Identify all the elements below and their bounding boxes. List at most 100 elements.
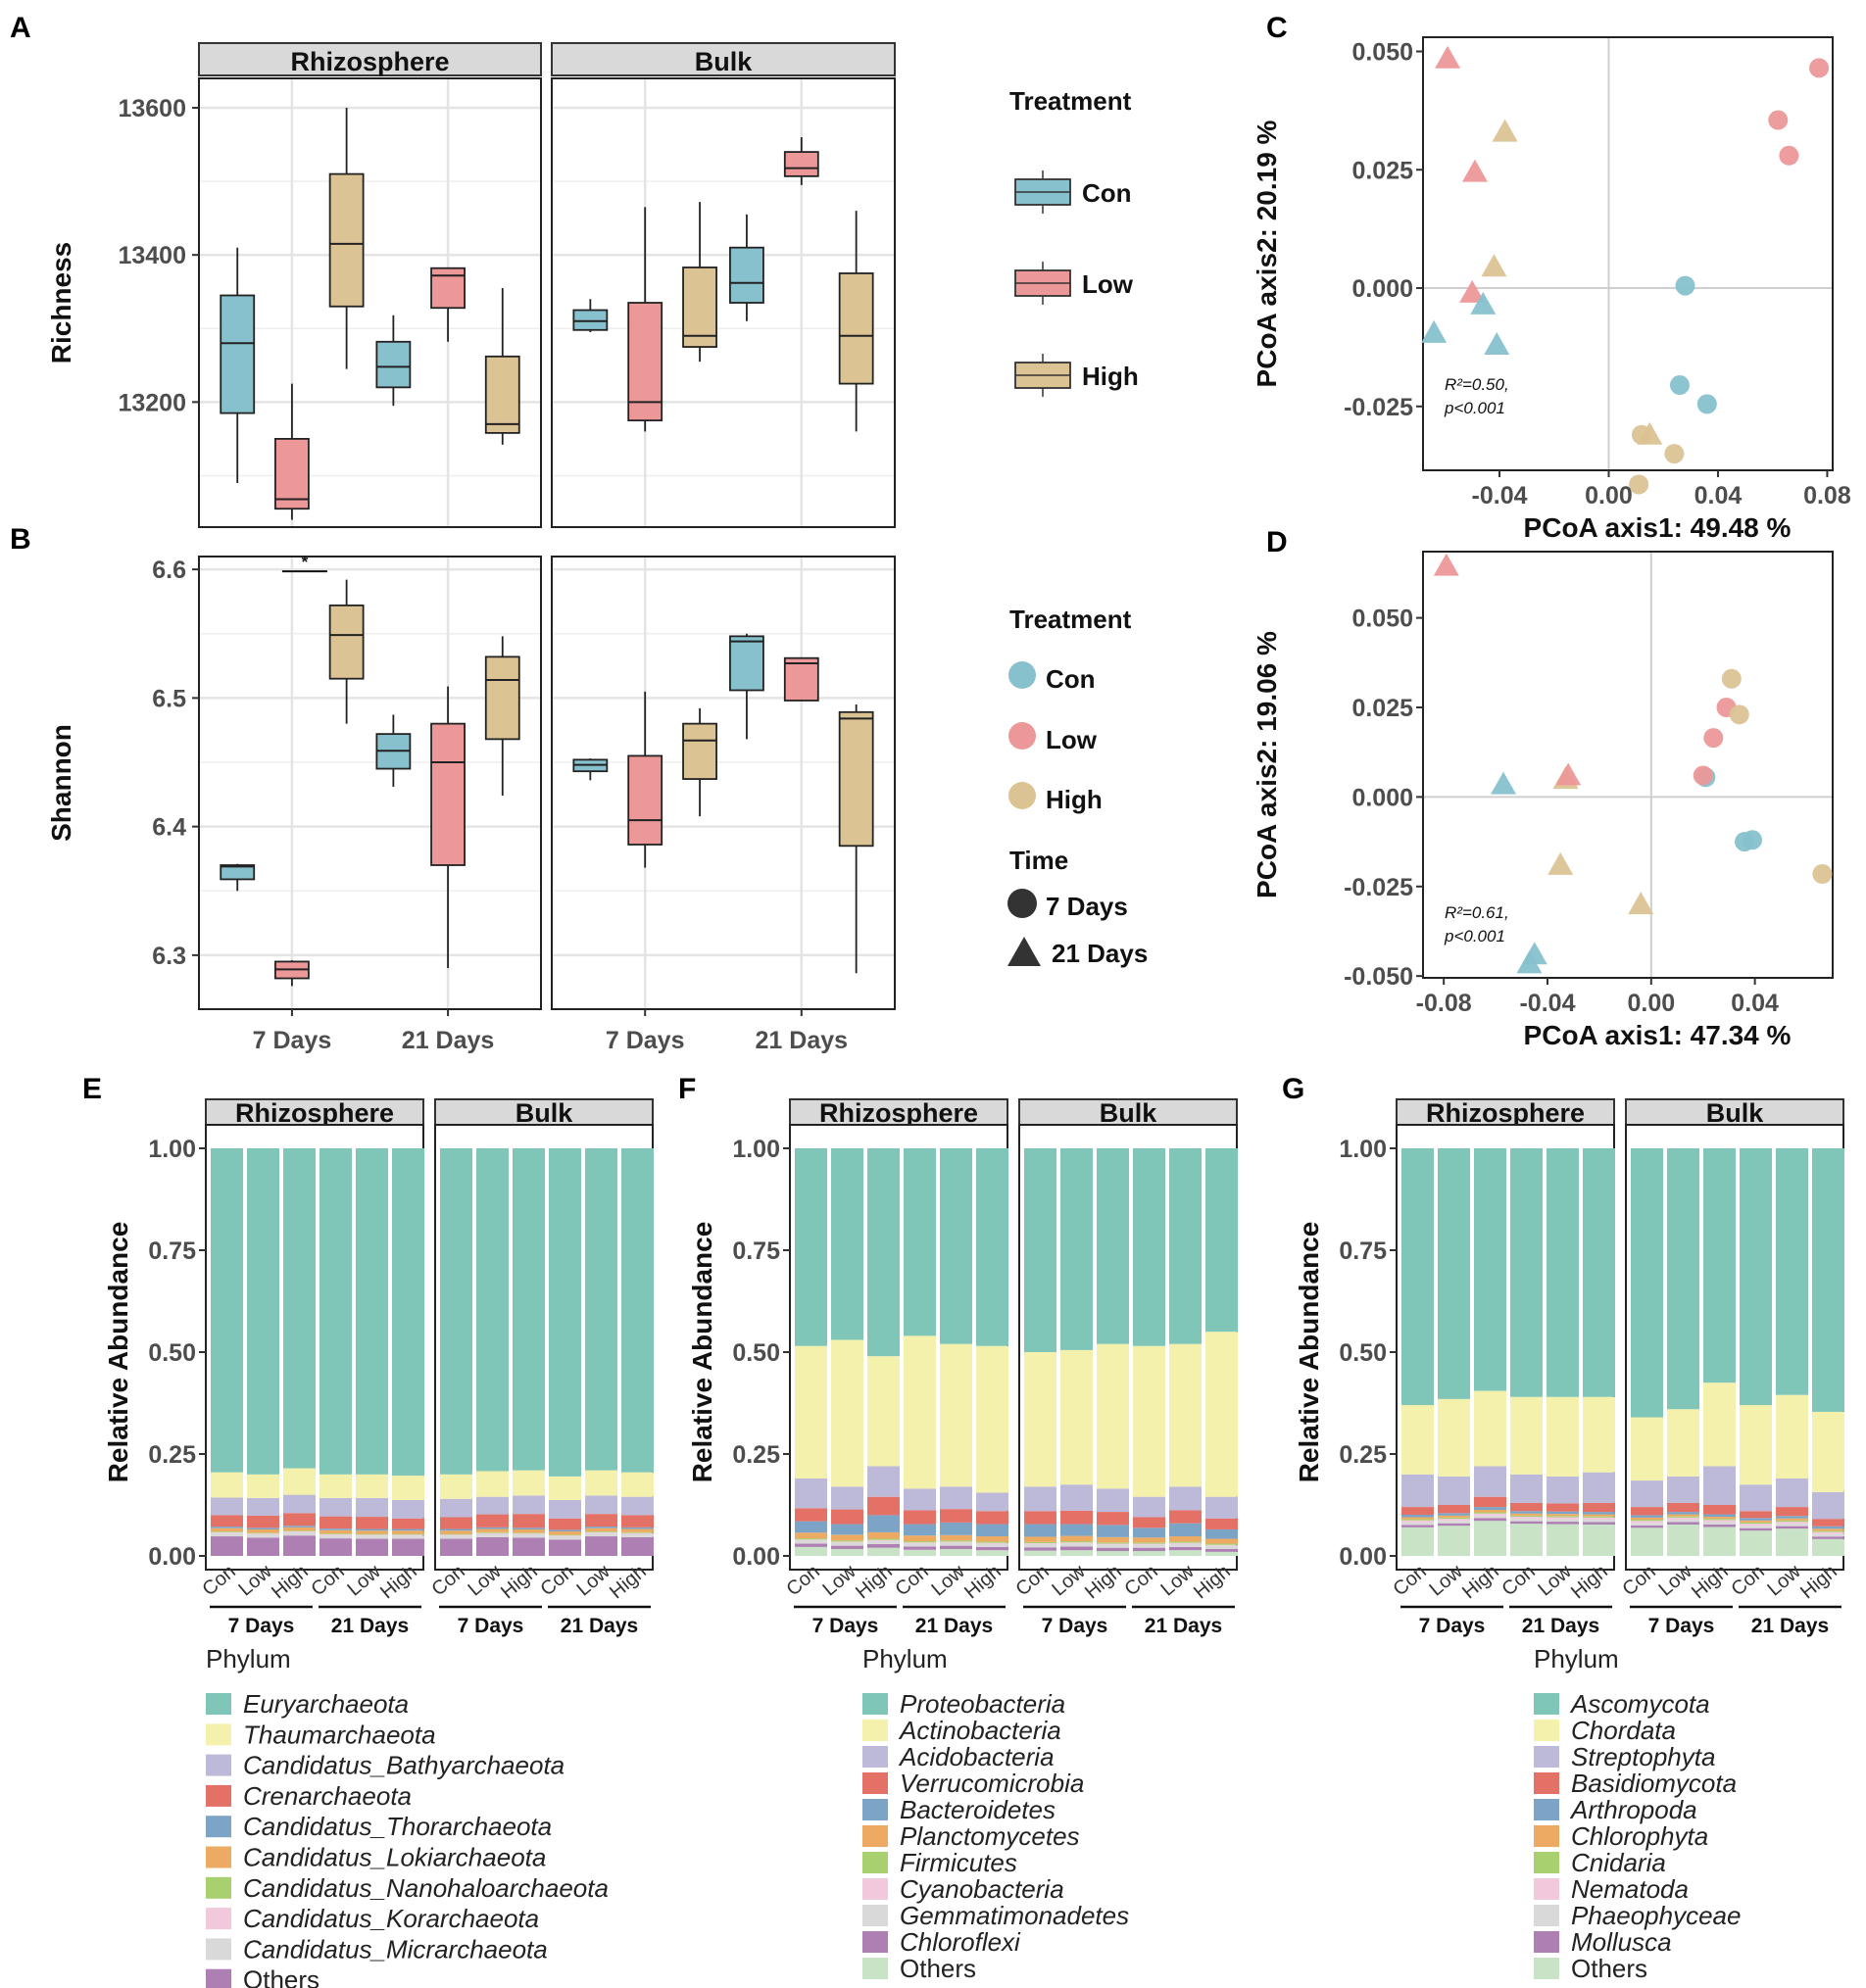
legend-swatch — [862, 1693, 888, 1715]
point-con-7-days — [1675, 275, 1695, 296]
bar-segment-ascomycota — [1474, 1148, 1506, 1391]
bar-segment-candidatus_micrarchaeota — [549, 1536, 581, 1540]
group-label: 21 Days — [331, 1615, 409, 1637]
box-iqr — [838, 710, 874, 848]
bar-segment-euryarchaeota — [440, 1148, 472, 1475]
box-con — [572, 299, 609, 333]
bar-segment-verrucomicrobia — [795, 1508, 827, 1522]
stacked-bar — [1401, 1148, 1434, 1556]
legend-swatch — [862, 1825, 888, 1847]
bar-segment-chordata — [1438, 1398, 1470, 1477]
bar-segment-phaeophyceae — [1740, 1526, 1772, 1528]
bar-segment-candidatus_lokiarchaeota — [319, 1529, 352, 1534]
bar-segment-basidiomycota — [1667, 1502, 1699, 1513]
stacked-bar — [795, 1148, 827, 1556]
stacked-bar — [283, 1148, 316, 1556]
panel-label-G: G — [1282, 1073, 1304, 1105]
legend-swatch — [862, 1799, 888, 1820]
bar-segment-thaumarchaeota — [247, 1474, 279, 1498]
bar-segment-firmicutes — [940, 1540, 972, 1542]
bar-segment-crenarchaeota — [247, 1515, 279, 1528]
bar-segment-chloroflexi — [940, 1545, 972, 1549]
legend-swatch — [206, 1784, 231, 1807]
bar-segment-nematoda — [1631, 1521, 1663, 1524]
bar-segment-crenarchaeota — [319, 1516, 352, 1529]
y-axis-label: Shannon — [46, 724, 76, 842]
bar-segment-others — [1812, 1538, 1844, 1556]
bar-segment-thaumarchaeota — [440, 1474, 472, 1499]
bar-segment-proteobacteria — [1097, 1148, 1129, 1344]
bar-segment-thaumarchaeota — [476, 1471, 509, 1497]
legend-item: Streptophyta — [1534, 1742, 1715, 1771]
bar-segment-verrucomicrobia — [976, 1511, 1008, 1525]
x-tick-label: 7 Days — [253, 1027, 332, 1054]
bar-segment-verrucomicrobia — [940, 1509, 972, 1523]
legend-title: Treatment — [1009, 86, 1132, 116]
bar-segment-candidatus_bathyarchaeota — [283, 1494, 316, 1514]
x-axis-label: PCoA axis1: 47.34 % — [1524, 1020, 1792, 1050]
bar-segment-proteobacteria — [976, 1148, 1008, 1346]
legend-item: Mollusca — [1534, 1927, 1672, 1957]
bar-segment-bacteroidetes — [1060, 1524, 1093, 1536]
bar-segment-bacteroidetes — [976, 1524, 1008, 1537]
legend-swatch — [1534, 1746, 1559, 1768]
bar-segment-candidatus_micrarchaeota — [356, 1535, 388, 1539]
bar-segment-cyanobacteria — [1024, 1543, 1056, 1544]
bar-segment-bacteroidetes — [1024, 1524, 1056, 1537]
stacked-bar-panel-E: Rhizosphere Bulk 0.00 0.25 0.50 0.75 1.00 Relat… — [103, 1098, 654, 1988]
point-high-21-days — [1481, 254, 1507, 277]
box-iqr — [484, 355, 520, 434]
point-low-21-days — [1435, 45, 1461, 69]
x-tick-label: 7 Days — [606, 1027, 685, 1054]
group-label: 7 Days — [458, 1615, 524, 1637]
bar-segment-basidiomycota — [1812, 1519, 1844, 1527]
bar-segment-actinobacteria — [1097, 1343, 1129, 1489]
panel-label-E: E — [82, 1073, 102, 1105]
bar-segment-candidatus_nanohaloarchaeota — [283, 1530, 316, 1532]
y-tick-label: 0.00 — [148, 1543, 196, 1571]
stacked-bar — [1510, 1148, 1543, 1556]
legend-label: Mollusca — [1571, 1927, 1672, 1957]
box-iqr — [627, 302, 663, 422]
y-tick-label: 0.75 — [148, 1237, 196, 1265]
bar-segment-chordata — [1740, 1405, 1772, 1485]
legend-swatch — [206, 1908, 231, 1930]
bar-segment-others — [831, 1548, 863, 1556]
bar-segment-streptophyta — [1776, 1478, 1808, 1508]
stat-p: p<0.001 — [1444, 927, 1505, 946]
facet-strip — [1625, 1098, 1844, 1126]
bar-segment-planctomycetes — [1169, 1536, 1202, 1542]
legend-item: Proteobacteria — [862, 1689, 1065, 1719]
bar-segment-verrucomicrobia — [831, 1509, 863, 1525]
bar-segment-chlorophyta — [1667, 1514, 1699, 1517]
box-low — [783, 137, 819, 185]
bar-segment-others — [1667, 1524, 1699, 1556]
bar-segment-acidobacteria — [831, 1486, 863, 1510]
x-tick-label: -0.04 — [1472, 482, 1528, 509]
bar-segment-ascomycota — [1703, 1148, 1736, 1383]
legend-triangle-icon — [1007, 937, 1041, 966]
bar-segment-firmicutes — [904, 1541, 936, 1543]
box-con — [729, 633, 764, 740]
bar-segment-candidatus_korarchaeota — [283, 1531, 316, 1532]
bar-segment-chlorophyta — [1474, 1509, 1506, 1513]
bar-segment-actinobacteria — [1024, 1352, 1056, 1487]
facet-strip — [198, 42, 542, 76]
legend-item-con: Con — [1008, 661, 1096, 694]
bar-segment-candidatus_nanohaloarchaeota — [440, 1533, 472, 1535]
legend-label: Actinobacteria — [898, 1716, 1061, 1745]
stacked-bar — [585, 1148, 617, 1556]
bar-segment-candidatus_korarchaeota — [392, 1534, 424, 1536]
box-iqr — [627, 754, 663, 846]
bar-segment-proteobacteria — [1024, 1148, 1056, 1352]
bar-segment-cnidaria — [1740, 1522, 1772, 1525]
bar-segment-ascomycota — [1812, 1148, 1844, 1412]
bar-segment-firmicutes — [1060, 1541, 1093, 1543]
bar-segment-phaeophyceae — [1667, 1519, 1699, 1523]
bar-segment-proteobacteria — [831, 1148, 863, 1340]
legend-label: Candidatus_Bathyarchaeota — [243, 1751, 565, 1780]
bar-segment-actinobacteria — [1133, 1345, 1165, 1497]
bar-segment-candidatus_nanohaloarchaeota — [621, 1531, 654, 1533]
bar-segment-candidatus_nanohaloarchaeota — [211, 1531, 243, 1532]
bar-segment-others — [392, 1538, 424, 1556]
